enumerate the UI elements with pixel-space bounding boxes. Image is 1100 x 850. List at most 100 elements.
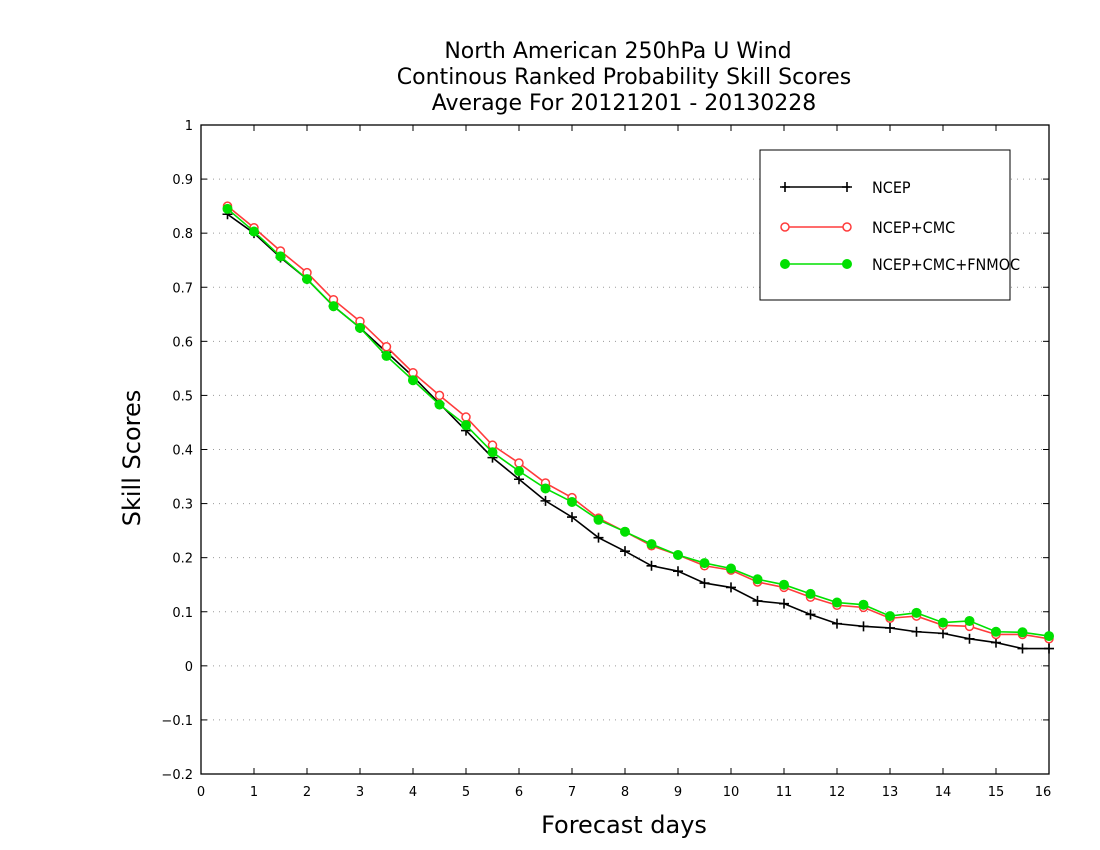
series-2-point-7 xyxy=(408,375,418,386)
series-0-point-19 xyxy=(726,582,736,593)
series-2-point-22 xyxy=(805,588,816,599)
series-2-point-1 xyxy=(249,226,259,237)
y-tick-label-8: 0.6 xyxy=(172,335,193,350)
y-tick-label-0: −0.2 xyxy=(161,768,193,783)
x-tick-label-7: 7 xyxy=(568,785,576,800)
series-2-point-14 xyxy=(593,514,604,525)
x-tick-label-15: 15 xyxy=(988,785,1005,800)
legend: NCEP NCEP+CMC NCEP+CMC+FNMOC xyxy=(759,149,1020,301)
series-0-point-23 xyxy=(832,618,842,629)
y-tick-label-1: −0.1 xyxy=(161,714,193,729)
x-tick-label-13: 13 xyxy=(882,785,899,800)
series-0-point-20 xyxy=(752,595,763,606)
y-tick-label-7: 0.5 xyxy=(172,389,193,404)
y-tick-label-4: 0.2 xyxy=(172,552,193,567)
x-tick-label-2: 2 xyxy=(303,785,311,800)
series-0-point-14 xyxy=(593,532,604,543)
y-tick-label-11: 0.9 xyxy=(172,173,193,188)
series-2-point-9 xyxy=(461,420,471,431)
series-0-point-13 xyxy=(567,512,577,523)
y-tick-label-5: 0.3 xyxy=(172,498,193,513)
series-0-point-21 xyxy=(779,598,789,609)
title-line-3: Average For 20121201 - 20130228 xyxy=(432,91,817,116)
series-2-point-5 xyxy=(355,322,365,333)
x-tick-label-4: 4 xyxy=(409,785,417,800)
x-tick-label-3: 3 xyxy=(356,785,364,800)
series-2-point-24 xyxy=(858,599,869,610)
legend-marker-end-1 xyxy=(842,222,852,232)
series-2-point-4 xyxy=(328,301,339,312)
series-0-point-12 xyxy=(540,495,551,506)
x-tick-label-8: 8 xyxy=(621,785,629,800)
y-axis-ticks: −0.2 −0.1 0 0.1 0.2 0.3 0.4 0.5 0.6 0.7 0.8 0.9 1 xyxy=(161,119,1049,783)
x-tick-label-10: 10 xyxy=(723,785,740,800)
x-axis-ticks: 0 1 2 3 4 5 6 7 8 9 10 11 12 13 14 15 16 xyxy=(197,125,1051,800)
series-2-point-11 xyxy=(514,466,524,477)
x-tick-label-1: 1 xyxy=(250,785,258,800)
title-line-1: North American 250hPa U Wind xyxy=(444,39,791,64)
y-tick-label-2: 0 xyxy=(185,660,193,675)
x-tick-label-12: 12 xyxy=(829,785,846,800)
y-tick-label-6: 0.4 xyxy=(172,444,193,459)
series-1-point-6 xyxy=(381,341,392,352)
series-2-point-28 xyxy=(964,615,975,626)
series-2-point-21 xyxy=(779,579,789,590)
series-0-point-16 xyxy=(646,560,657,571)
series-ncep-cmc-fnmoc xyxy=(222,203,1054,642)
series-0-point-31 xyxy=(1044,643,1054,654)
legend-label-2: NCEP+CMC+FNMOC xyxy=(872,255,1020,274)
series-2-point-20 xyxy=(752,574,763,585)
series-2-point-29 xyxy=(991,626,1001,637)
series-2-point-25 xyxy=(885,611,895,622)
series-2-point-23 xyxy=(832,597,842,608)
series-0-point-15 xyxy=(620,546,630,557)
series-2-point-8 xyxy=(434,399,445,410)
series-0-point-22 xyxy=(805,609,816,620)
legend-label-1: NCEP+CMC xyxy=(872,218,955,237)
series-group xyxy=(222,201,1054,654)
series-0-point-27 xyxy=(938,628,948,639)
series-0-point-17 xyxy=(673,566,683,577)
title-line-2: Continous Ranked Probability Skill Score… xyxy=(397,65,851,90)
y-tick-label-3: 0.1 xyxy=(172,606,193,621)
x-axis-label: Forecast days xyxy=(541,811,707,839)
series-2-point-16 xyxy=(646,539,657,550)
series-2-point-15 xyxy=(620,526,630,537)
x-tick-label-11: 11 xyxy=(776,785,793,800)
chart-title: North American 250hPa U Wind Continous R… xyxy=(397,39,851,116)
legend-marker-start-1 xyxy=(780,222,790,232)
series-2-point-13 xyxy=(567,496,577,507)
legend-marker-start-2 xyxy=(780,259,790,269)
y-tick-label-12: 1 xyxy=(185,119,193,134)
legend-box xyxy=(759,149,1011,301)
x-tick-label-0: 0 xyxy=(197,785,205,800)
series-2-point-0 xyxy=(222,203,233,214)
legend-marker-start-0 xyxy=(780,182,790,192)
series-0-point-28 xyxy=(964,633,975,644)
series-2-point-18 xyxy=(699,558,710,569)
series-2-point-12 xyxy=(540,483,551,494)
series-2-point-30 xyxy=(1017,627,1028,638)
legend-label-0: NCEP xyxy=(872,178,911,197)
y-axis-label: Skill Scores xyxy=(118,390,146,527)
legend-marker-end-0 xyxy=(842,182,852,192)
series-2-point-26 xyxy=(911,607,922,618)
series-2-point-2 xyxy=(275,251,286,262)
series-1-point-9 xyxy=(461,412,471,422)
x-tick-label-5: 5 xyxy=(462,785,470,800)
series-1-point-11 xyxy=(514,458,524,468)
series-0-point-29 xyxy=(991,637,1001,648)
series-0-point-24 xyxy=(858,621,869,632)
series-2-point-10 xyxy=(487,447,498,458)
series-2-point-19 xyxy=(726,563,736,574)
series-0-point-30 xyxy=(1017,643,1028,654)
y-tick-label-10: 0.8 xyxy=(172,227,193,242)
series-2-point-6 xyxy=(381,350,392,361)
legend-marker-end-2 xyxy=(842,259,852,269)
series-1-point-8 xyxy=(434,390,445,401)
x-tick-label-6: 6 xyxy=(515,785,523,800)
series-0-point-26 xyxy=(911,626,922,637)
series-2-point-31 xyxy=(1044,631,1054,642)
y-tick-label-9: 0.7 xyxy=(172,281,193,296)
series-0-point-18 xyxy=(699,578,710,589)
